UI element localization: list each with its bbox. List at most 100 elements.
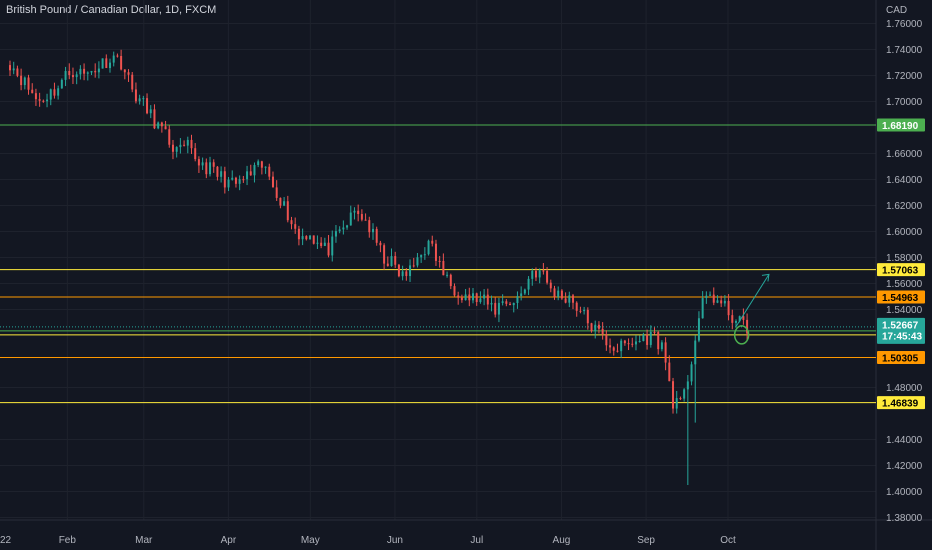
candle-body bbox=[460, 297, 463, 301]
candle bbox=[12, 61, 15, 75]
candle-body bbox=[627, 343, 630, 345]
candle bbox=[616, 343, 619, 353]
candle-body bbox=[664, 342, 667, 363]
candle bbox=[605, 330, 608, 351]
candle-body bbox=[505, 301, 508, 304]
candle-body bbox=[71, 75, 74, 78]
y-tick-label: 1.48000 bbox=[886, 383, 923, 394]
candle bbox=[97, 61, 100, 79]
candles bbox=[9, 49, 749, 485]
grid bbox=[0, 0, 876, 520]
candle-body bbox=[157, 122, 160, 129]
y-tick-label: 1.64000 bbox=[886, 175, 923, 186]
candle bbox=[75, 71, 78, 85]
candle-body bbox=[416, 257, 419, 266]
candle bbox=[723, 295, 726, 307]
candle-body bbox=[301, 236, 304, 240]
candle bbox=[434, 239, 437, 266]
candle-body bbox=[220, 171, 223, 177]
candle-body bbox=[601, 328, 604, 335]
candle-body bbox=[438, 260, 441, 262]
candle-body bbox=[309, 235, 312, 240]
candle bbox=[309, 235, 312, 240]
candle bbox=[549, 279, 552, 293]
x-tick-label: Jun bbox=[387, 535, 403, 546]
candle bbox=[672, 377, 675, 414]
candle-body bbox=[323, 242, 326, 246]
candle bbox=[405, 268, 408, 281]
candle bbox=[390, 248, 393, 267]
candle bbox=[49, 88, 52, 106]
candle bbox=[105, 54, 108, 69]
candle bbox=[9, 60, 11, 76]
candle bbox=[186, 136, 189, 154]
price-tag-bg bbox=[877, 317, 925, 344]
candle-body bbox=[31, 89, 34, 94]
candle bbox=[627, 338, 630, 351]
candle bbox=[109, 58, 112, 73]
candle-body bbox=[631, 343, 634, 345]
candle-body bbox=[723, 300, 726, 304]
candle-body bbox=[271, 176, 274, 188]
candle-body bbox=[120, 56, 123, 70]
price-tag-bg bbox=[877, 118, 925, 132]
candle-body bbox=[612, 347, 615, 351]
candle bbox=[712, 287, 715, 306]
candle bbox=[183, 140, 186, 147]
candle bbox=[368, 216, 371, 238]
projection-arrow bbox=[735, 274, 770, 327]
candle bbox=[338, 226, 341, 234]
candle bbox=[90, 70, 93, 76]
candle-body bbox=[453, 286, 456, 296]
candle-body bbox=[472, 293, 475, 301]
candle bbox=[123, 69, 126, 80]
candle-body bbox=[738, 316, 741, 322]
candle bbox=[716, 295, 719, 304]
candle bbox=[34, 88, 37, 106]
candle-body bbox=[83, 68, 86, 74]
candle bbox=[116, 53, 119, 58]
candle-body bbox=[734, 321, 737, 323]
candle-body bbox=[253, 165, 256, 176]
candle-body bbox=[60, 79, 63, 89]
candle bbox=[375, 226, 378, 246]
candle bbox=[690, 361, 693, 386]
candle bbox=[442, 253, 445, 276]
candle bbox=[653, 327, 656, 335]
candle bbox=[386, 256, 389, 267]
candle bbox=[331, 230, 334, 262]
candle bbox=[134, 82, 137, 104]
candle-body bbox=[201, 162, 204, 166]
price-tag-bg bbox=[877, 351, 925, 365]
candle-body bbox=[705, 295, 708, 299]
candle-body bbox=[579, 310, 582, 312]
currency-label: CAD bbox=[886, 5, 908, 16]
candle bbox=[509, 301, 512, 306]
candle bbox=[527, 276, 530, 296]
candle bbox=[353, 207, 356, 220]
candle-body bbox=[290, 220, 293, 225]
candle bbox=[394, 251, 397, 268]
candle-body bbox=[409, 265, 412, 277]
candle bbox=[364, 213, 367, 221]
candle-body bbox=[231, 177, 234, 180]
candle bbox=[27, 74, 30, 95]
candle bbox=[427, 239, 430, 256]
candle-body bbox=[675, 398, 678, 409]
candle-body bbox=[260, 161, 263, 168]
candle-body bbox=[242, 179, 245, 181]
candle-body bbox=[657, 332, 660, 350]
candle-body bbox=[553, 288, 556, 297]
candle-body bbox=[283, 201, 286, 206]
candle-body bbox=[349, 212, 352, 226]
candle bbox=[586, 307, 589, 330]
candle bbox=[523, 288, 526, 295]
candle bbox=[38, 92, 41, 107]
candle bbox=[646, 329, 649, 350]
candle-body bbox=[449, 274, 452, 287]
candle-body bbox=[731, 315, 734, 323]
candle bbox=[316, 235, 319, 249]
candle-body bbox=[357, 210, 360, 215]
